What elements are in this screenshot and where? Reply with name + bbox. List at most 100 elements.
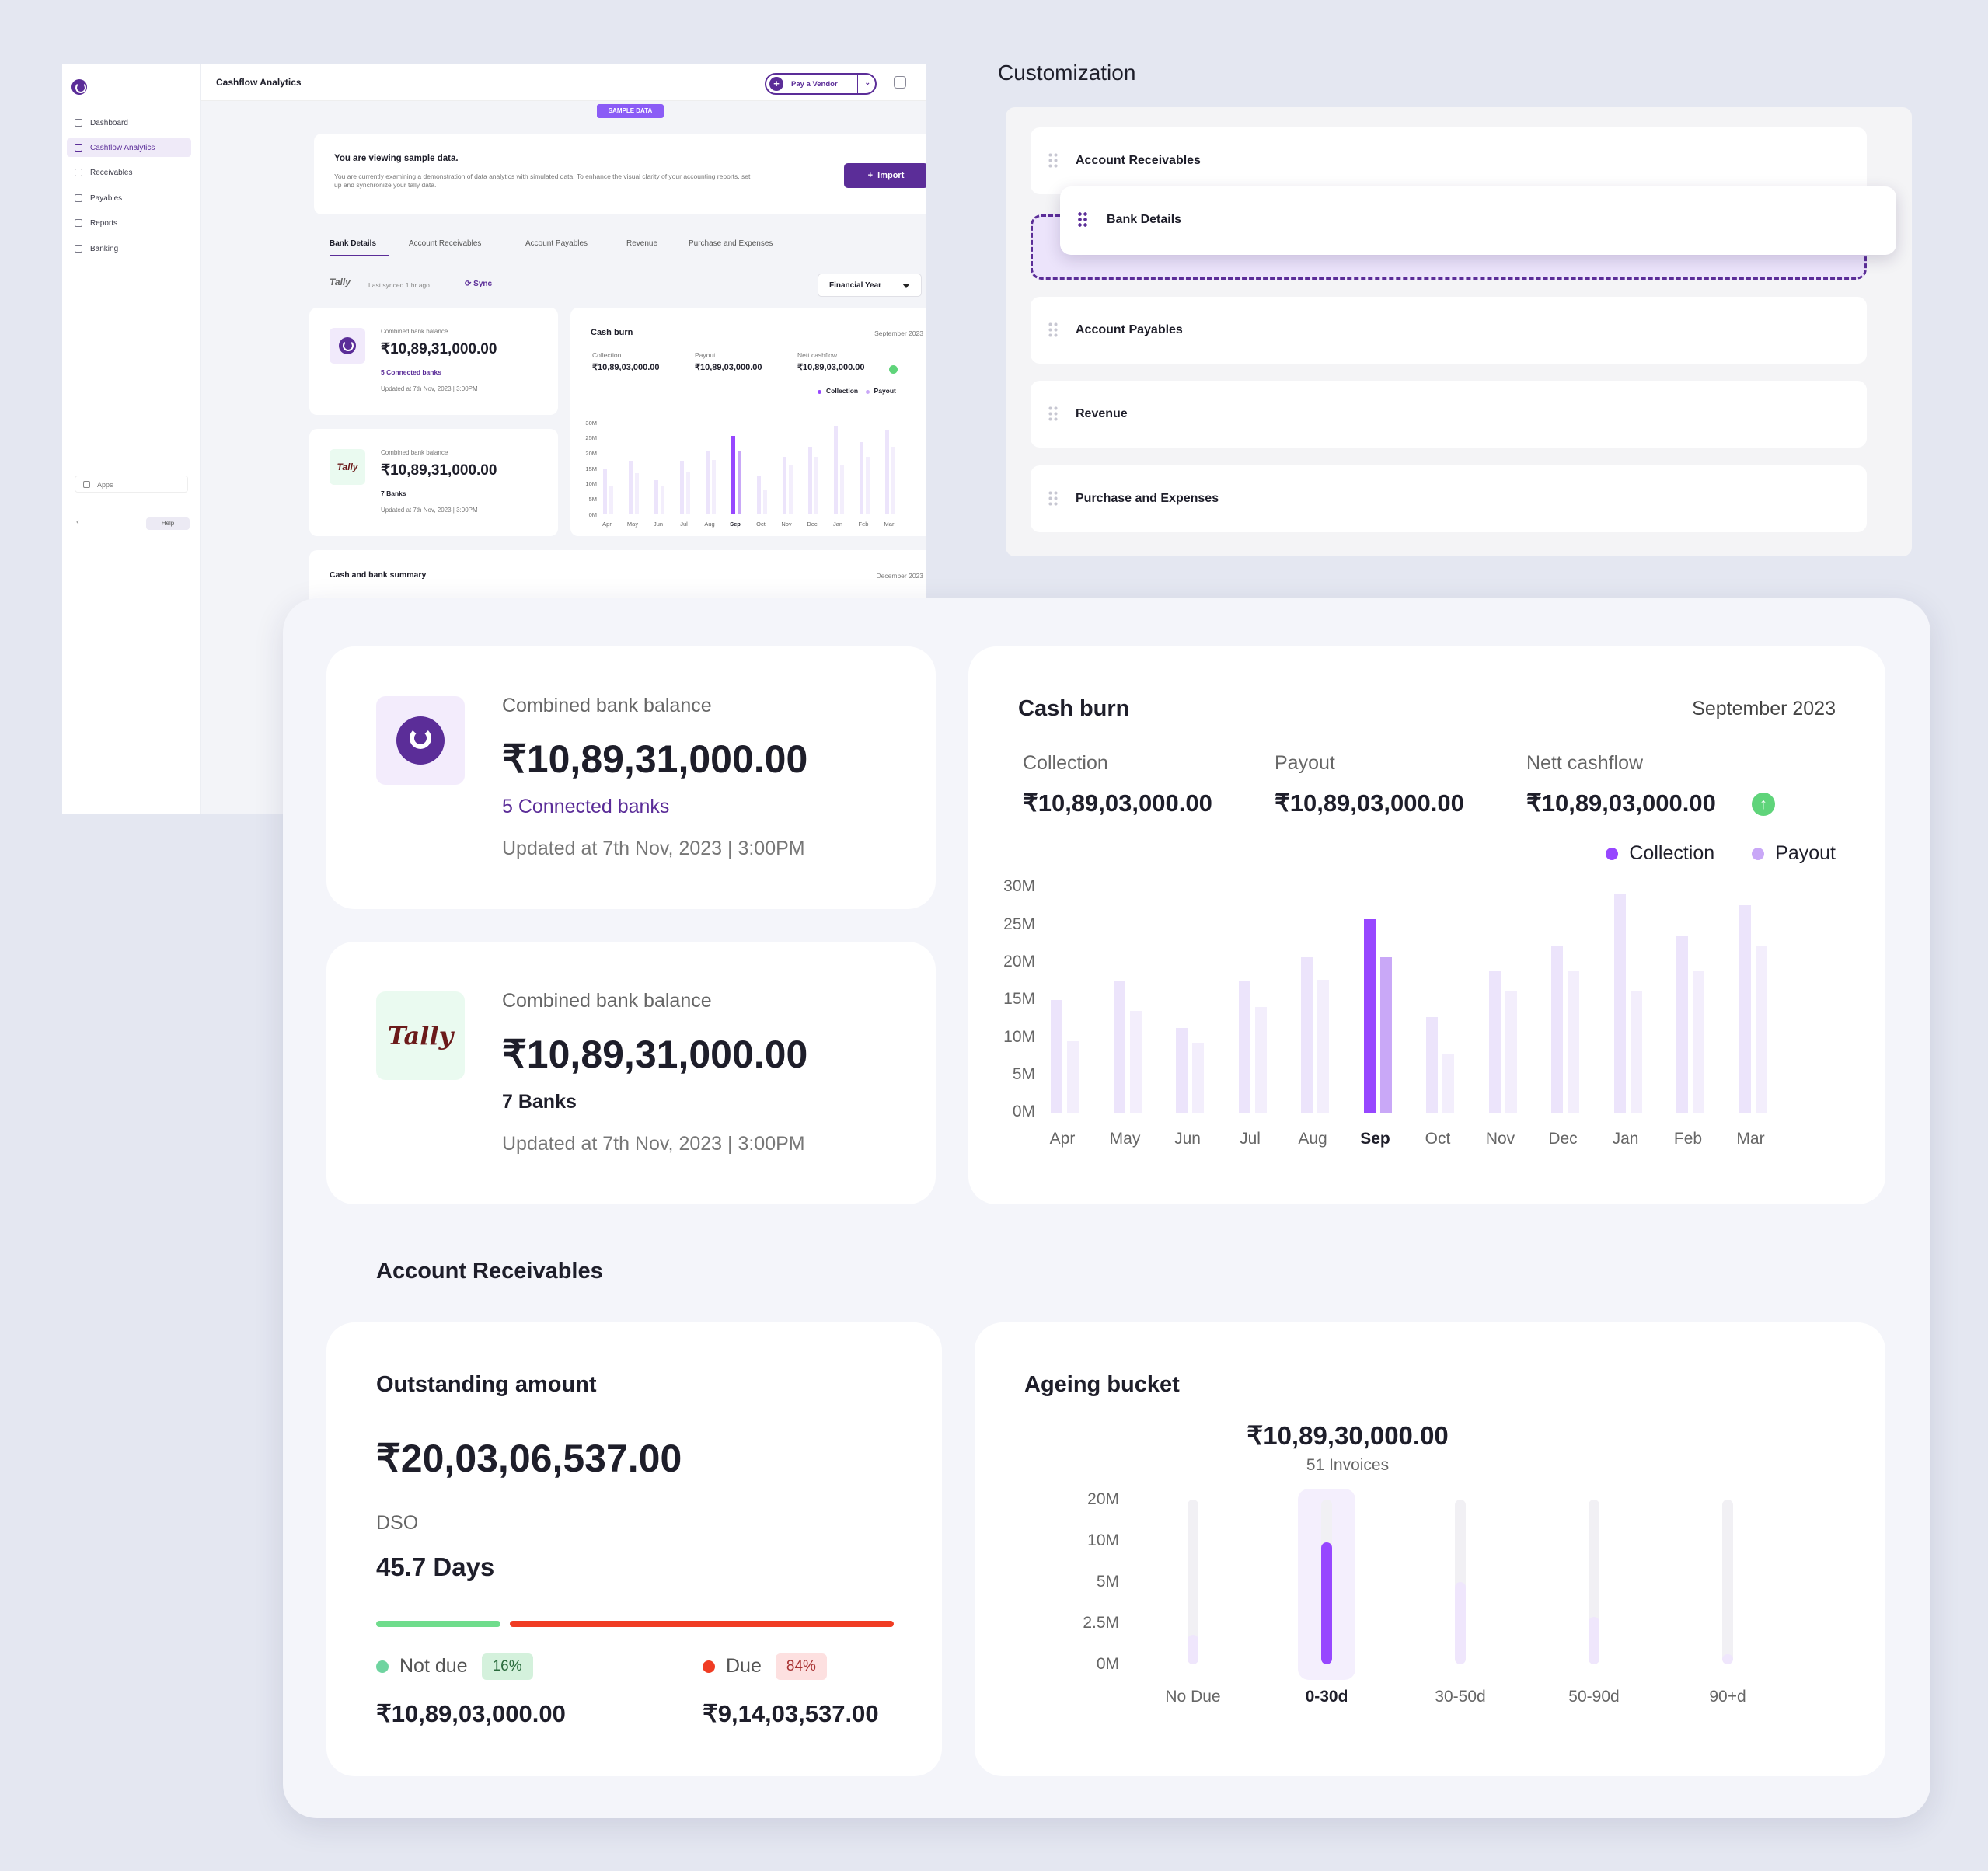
custom-item-account-payables[interactable]: Account Payables	[1031, 297, 1867, 364]
ageing-bar-30-50d	[1455, 1582, 1466, 1664]
bank-count: 7 Banks	[502, 1091, 577, 1113]
dso-value: 45.7 Days	[376, 1552, 495, 1581]
custom-item-bank-details-dragging[interactable]: Bank Details	[1060, 186, 1896, 255]
sidebar-item-cashflow-analytics[interactable]: Cashflow Analytics	[67, 138, 191, 157]
apps-button[interactable]: Apps	[75, 476, 188, 493]
bank-balance-card-1: Combined bank balance ₹10,89,31,000.00 5…	[326, 646, 936, 909]
top-bar: Cashflow Analytics + Pay a Vendor ⌄	[201, 64, 926, 101]
account-receivables-title: Account Receivables	[376, 1259, 603, 1284]
x-tick-label: Oct	[1425, 1130, 1451, 1148]
y-tick-label: 2.5M	[1083, 1614, 1119, 1632]
financial-year-select[interactable]: Financial Year	[818, 274, 922, 297]
bar-collection-mar	[885, 430, 889, 514]
ageing-track-90-d	[1722, 1500, 1733, 1664]
mini-cash-burn-card: Cash burn September 2023 Collection ₹10,…	[570, 308, 926, 536]
drag-handle-icon[interactable]	[1048, 152, 1059, 169]
x-tick-label: Feb	[858, 521, 869, 528]
ageing-track-50-90d	[1589, 1500, 1599, 1664]
custom-item-purchase-expenses[interactable]: Purchase and Expenses	[1031, 465, 1867, 532]
y-tick-label: 0M	[1096, 1655, 1119, 1673]
active-tab-indicator	[330, 255, 389, 256]
bar-payout-nov	[789, 465, 793, 514]
bar-collection-nov	[1488, 971, 1501, 1113]
ageing-track-30-50d	[1455, 1500, 1466, 1664]
x-tick-label: Mar	[1736, 1130, 1765, 1148]
drag-handle-icon[interactable]	[1077, 211, 1088, 228]
custom-item-revenue[interactable]: Revenue	[1031, 381, 1867, 448]
bar-payout-oct	[763, 490, 767, 514]
bucket-label: 0-30d	[1305, 1688, 1348, 1706]
tab-bank-details[interactable]: Bank Details	[330, 239, 377, 248]
receivables-icon	[75, 169, 82, 176]
document-icon[interactable]	[894, 76, 906, 89]
bar-collection-dec	[1551, 946, 1563, 1113]
bucket-label: 30-50d	[1435, 1688, 1486, 1706]
due-bar	[510, 1621, 894, 1627]
bar-collection-jan	[834, 425, 838, 514]
ageing-bar-50-90d	[1589, 1616, 1599, 1664]
tab-revenue[interactable]: Revenue	[626, 239, 658, 248]
balance-label: Combined bank balance	[502, 990, 712, 1012]
bar-payout-may	[635, 472, 639, 514]
y-tick-label: 5M	[1096, 1573, 1119, 1591]
y-tick-label: 5M	[588, 495, 597, 503]
sidebar-item-banking[interactable]: Banking	[67, 239, 191, 258]
tab-purchase-expenses[interactable]: Purchase and Expenses	[689, 239, 773, 248]
pay-vendor-button[interactable]: + Pay a Vendor ⌄	[765, 73, 877, 95]
x-tick-label: Jan	[1612, 1130, 1639, 1148]
bar-collection-aug	[1301, 956, 1313, 1113]
y-tick-label: 10M	[585, 480, 597, 488]
bar-collection-may	[629, 461, 633, 514]
tab-account-payables[interactable]: Account Payables	[525, 239, 588, 248]
connected-banks-link[interactable]: 5 Connected banks	[502, 796, 670, 817]
zoomed-dashboard-panel: Combined bank balance ₹10,89,31,000.00 5…	[283, 598, 1930, 1818]
sync-button[interactable]: ⟳ Sync	[465, 280, 493, 288]
tally-icon: Tally	[330, 449, 365, 485]
x-tick-label: Apr	[1049, 1130, 1076, 1148]
bank-balance-card-2: Tally Combined bank balance ₹10,89,31,00…	[326, 942, 936, 1204]
bar-payout-jun	[661, 486, 664, 514]
payout-value: ₹10,89,03,000.00	[1275, 789, 1464, 817]
x-tick-label: Dec	[1548, 1130, 1578, 1148]
arrow-up-icon: ↑	[1752, 793, 1775, 816]
invoice-count: 51 Invoices	[1306, 1456, 1390, 1474]
bar-payout-apr	[1067, 1041, 1079, 1113]
balance-label: Combined bank balance	[502, 695, 712, 716]
bar-collection-may	[1113, 981, 1125, 1113]
custom-item-account-receivables[interactable]: Account Receivables	[1031, 127, 1867, 194]
mini-cash-burn-chart: 0M 5M 10M 15M 20M 25M 30M Apr May Jun Jul Aug Sep Oct…	[570, 308, 926, 536]
payables-icon	[75, 194, 82, 202]
reports-icon	[75, 219, 82, 227]
not-due-percent: 16%	[481, 1653, 533, 1680]
dashboard-icon	[75, 119, 82, 127]
bar-payout-dec	[1568, 971, 1579, 1113]
collapse-sidebar-button[interactable]: ‹	[76, 517, 79, 527]
chevron-down-icon[interactable]: ⌄	[864, 78, 870, 86]
customization-title: Customization	[998, 61, 1136, 85]
x-tick-label: May	[626, 521, 639, 528]
x-tick-label: Oct	[756, 521, 766, 528]
sidebar-item-reports[interactable]: Reports	[67, 214, 191, 232]
bucket-label: 90+d	[1709, 1688, 1746, 1706]
sidebar-item-payables[interactable]: Payables	[67, 189, 191, 207]
sidebar-item-dashboard[interactable]: Dashboard	[67, 113, 191, 132]
tab-account-receivables[interactable]: Account Receivables	[409, 239, 482, 248]
due-value: ₹9,14,03,537.00	[703, 1700, 879, 1727]
drag-handle-icon[interactable]	[1048, 490, 1059, 507]
drag-handle-icon[interactable]	[1048, 322, 1059, 339]
bar-collection-jan	[1613, 894, 1626, 1113]
help-button[interactable]: Help	[146, 517, 190, 530]
x-tick-label: Jan	[832, 521, 843, 528]
ageing-chart: 0M 2.5M 5M 10M 20M No Due 0-30d 30-50d 50-90d 90+…	[975, 1322, 1885, 1776]
import-button[interactable]: + Import	[844, 163, 926, 188]
outstanding-amount-card: Outstanding amount ₹20,03,06,537.00 DSO …	[326, 1322, 942, 1776]
not-due-value: ₹10,89,03,000.00	[376, 1700, 566, 1727]
bar-payout-jul	[1254, 1006, 1267, 1113]
x-tick-label: Mar	[884, 521, 895, 528]
bar-collection-jul	[680, 460, 684, 514]
x-tick-label: Dec	[807, 521, 818, 528]
sidebar-item-receivables[interactable]: Receivables	[67, 163, 191, 182]
app-logo[interactable]	[71, 79, 87, 95]
bar-collection-apr	[1051, 1000, 1062, 1113]
drag-handle-icon[interactable]	[1048, 406, 1059, 423]
